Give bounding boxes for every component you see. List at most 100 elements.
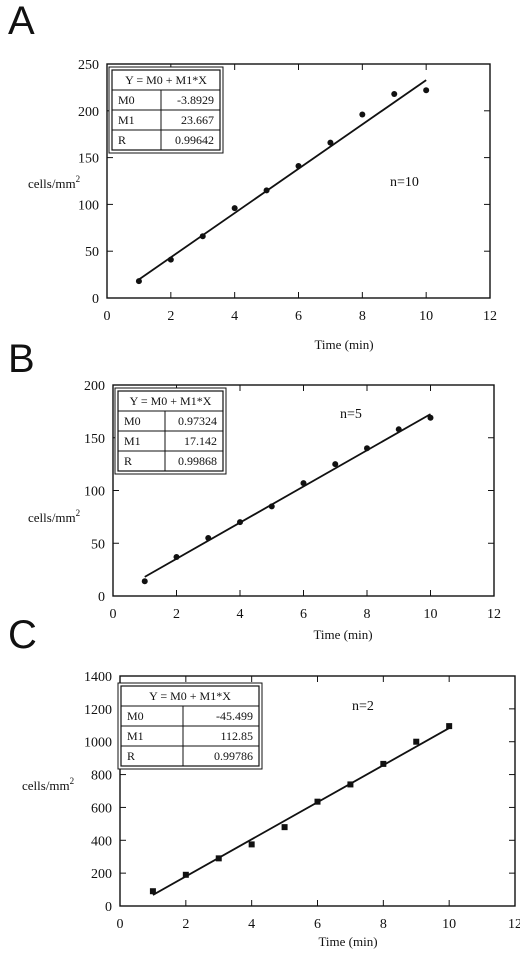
regression-table: Y = M0 + M1*X M0 -45.499 M1 112.85 R 0.99786 (117, 682, 263, 770)
y-tick-label: 150 (84, 432, 105, 447)
y-tick-label: 1200 (84, 703, 112, 718)
data-point (149, 888, 156, 895)
data-point (199, 233, 206, 240)
x-tick-label: 10 (419, 309, 433, 324)
x-tick-label: 4 (231, 309, 238, 324)
x-tick-label: 10 (424, 607, 438, 622)
table-header: Y = M0 + M1*X (149, 689, 231, 703)
table-param-value: 112.85 (220, 729, 253, 743)
table-param-name: R (127, 749, 135, 763)
data-point (395, 426, 402, 433)
y-tick-label: 150 (78, 152, 99, 167)
data-point (182, 871, 189, 878)
data-point (314, 798, 321, 805)
panel-a: A 0 50 100 150 200 250 0 2 4 6 8 10 12 Time (min) cells… (8, 0, 497, 352)
x-tick-label: 8 (364, 607, 371, 622)
x-axis-title: Time (min) (314, 337, 373, 352)
data-point (167, 256, 174, 263)
data-point (359, 111, 366, 118)
table-header: Y = M0 + M1*X (130, 394, 212, 408)
x-axis-title: Time (min) (313, 627, 372, 642)
data-point (141, 578, 148, 585)
data-point (413, 738, 420, 745)
data-point (295, 163, 302, 170)
data-point (268, 503, 275, 510)
x-axis-title: Time (min) (318, 934, 377, 949)
data-point (327, 139, 334, 146)
y-axis-title: cells/mm2 (22, 776, 74, 793)
y-tick-label: 50 (85, 245, 99, 260)
data-point (263, 187, 270, 194)
x-tick-label: 10 (442, 917, 456, 932)
data-point (347, 781, 354, 788)
data-point (205, 534, 212, 541)
data-point (423, 87, 430, 94)
table-param-value: -45.499 (216, 709, 253, 723)
x-tick-label: 6 (300, 607, 307, 622)
x-tick-label: 4 (237, 607, 244, 622)
data-point (364, 445, 370, 452)
x-tick-label: 6 (295, 309, 302, 324)
panel-letter: C (8, 613, 37, 657)
x-tick-label: 2 (182, 917, 189, 932)
y-axis-title: cells/mm2 (28, 174, 80, 191)
data-point (332, 461, 339, 468)
table-param-value: 0.97324 (178, 414, 217, 428)
y-tick-label: 800 (91, 769, 112, 784)
data-point (135, 278, 142, 285)
y-tick-label: 0 (92, 292, 99, 307)
table-param-value: -3.8929 (177, 93, 214, 107)
n-annotation: n=2 (352, 699, 374, 714)
table-param-value: 17.142 (184, 434, 217, 448)
table-param-name: M1 (118, 113, 135, 127)
n-annotation: n=5 (340, 407, 362, 422)
table-param-name: M1 (124, 434, 141, 448)
y-tick-label: 50 (91, 537, 105, 552)
table-param-name: R (118, 133, 126, 147)
data-point (300, 480, 307, 487)
y-tick-label: 400 (91, 834, 112, 849)
y-tick-label: 1400 (84, 670, 112, 685)
data-point (215, 855, 222, 862)
x-tick-label: 12 (483, 309, 497, 324)
panel-letter: B (8, 337, 35, 381)
data-point (391, 90, 398, 97)
x-tick-label: 12 (487, 607, 501, 622)
table-param-value: 0.99642 (175, 133, 214, 147)
x-tick-label: 0 (110, 607, 117, 622)
x-tick-label: 8 (380, 917, 387, 932)
y-tick-label: 100 (84, 485, 105, 500)
y-tick-label: 1000 (84, 736, 112, 751)
x-tick-label: 8 (359, 309, 366, 324)
data-point (427, 414, 434, 421)
table-param-value: 0.99868 (178, 454, 217, 468)
y-tick-label: 200 (78, 105, 99, 120)
y-tick-label: 0 (105, 900, 112, 915)
data-point (380, 760, 387, 767)
table-param-name: R (124, 454, 132, 468)
x-tick-label: 0 (104, 309, 111, 324)
y-tick-label: 0 (98, 590, 105, 605)
data-point (231, 205, 238, 212)
fit-line (144, 413, 431, 578)
y-tick-label: 200 (91, 867, 112, 882)
regression-table: Y = M0 + M1*X M0 -3.8929 M1 23.667 R 0.99642 (108, 66, 224, 154)
data-point (281, 824, 288, 831)
data-point (173, 553, 180, 560)
fit-line (152, 727, 450, 896)
x-tick-label: 0 (117, 917, 124, 932)
x-tick-label: 2 (167, 309, 174, 324)
n-annotation: n=10 (390, 175, 419, 190)
table-param-value: 0.99786 (214, 749, 253, 763)
y-axis-title: cells/mm2 (28, 508, 80, 525)
table-param-name: M0 (127, 709, 144, 723)
table-header: Y = M0 + M1*X (125, 73, 207, 87)
data-point (446, 723, 453, 730)
table-param-name: M1 (127, 729, 144, 743)
panel-c: C 0 200 400 600 800 1000 1200 1400 0 2 4 6 8 10 12 Time … (8, 613, 520, 949)
y-tick-label: 600 (91, 801, 112, 816)
data-point (237, 519, 243, 526)
y-tick-label: 200 (84, 379, 105, 394)
table-param-value: 23.667 (181, 113, 214, 127)
